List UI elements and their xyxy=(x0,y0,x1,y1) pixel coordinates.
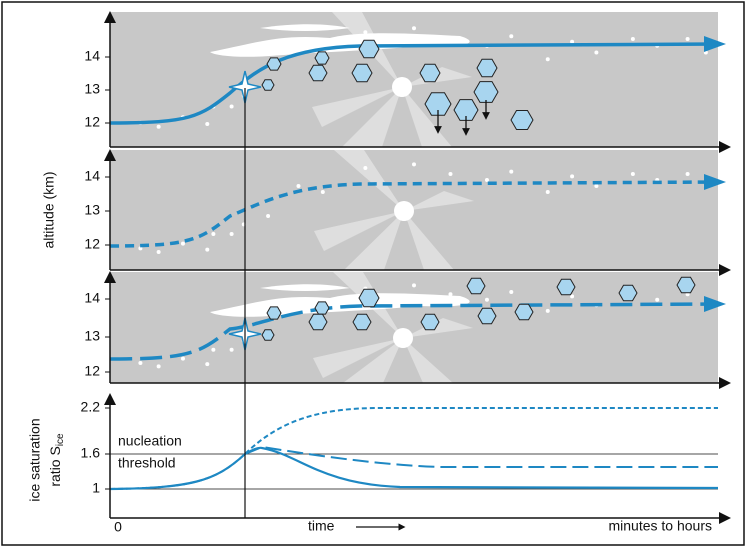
particle xyxy=(230,232,234,236)
particle xyxy=(412,283,416,287)
ice-crystal xyxy=(262,80,274,90)
y-tick-label: 2.2 xyxy=(81,399,101,415)
ice-crystal xyxy=(467,278,485,294)
particle xyxy=(157,364,161,368)
ice-crystal xyxy=(267,58,281,70)
ice-crystal xyxy=(359,289,379,306)
ice-crystal xyxy=(477,59,497,76)
particle xyxy=(211,232,215,236)
particle xyxy=(157,125,161,129)
ice-crystal xyxy=(677,277,695,293)
particle xyxy=(211,348,215,352)
particle xyxy=(296,184,300,188)
particle xyxy=(296,303,300,307)
ice-crystal xyxy=(420,64,440,81)
particle xyxy=(570,174,574,178)
ice-crystal xyxy=(557,279,575,295)
y-tick-label: 13 xyxy=(84,202,100,218)
ice-crystal xyxy=(359,40,379,57)
particle xyxy=(321,190,325,194)
threshold-text-1: nucleation xyxy=(118,433,182,449)
ice-crystal xyxy=(315,302,329,314)
altitude-label: altitude (km) xyxy=(41,171,57,248)
ice-crystal xyxy=(421,314,439,330)
particle xyxy=(412,162,416,166)
ice-crystal xyxy=(262,330,274,340)
ice-crystal xyxy=(309,314,327,330)
particle xyxy=(631,37,635,41)
y-tick-label: 13 xyxy=(84,81,100,97)
particle xyxy=(485,178,489,182)
ice-crystal xyxy=(315,52,329,64)
y-tick-label: 14 xyxy=(84,290,100,306)
y-tick-label: 12 xyxy=(84,236,100,252)
particle xyxy=(230,348,234,352)
s-label-main: ratio S xyxy=(47,446,63,486)
y-tick-label: 13 xyxy=(84,328,100,344)
ice-crystal xyxy=(511,111,533,130)
particle xyxy=(546,309,550,313)
threshold-text-2: threshold xyxy=(118,455,176,471)
particle xyxy=(412,26,416,30)
ice-crystal xyxy=(515,304,533,320)
particle xyxy=(594,184,598,188)
sun xyxy=(393,328,413,348)
panel-bg xyxy=(110,12,718,147)
y-tick-label: 14 xyxy=(84,168,100,184)
particle xyxy=(266,214,270,218)
particle xyxy=(485,298,489,302)
particle xyxy=(138,361,142,365)
particle xyxy=(363,30,367,34)
particle xyxy=(509,34,513,38)
ice-crystal xyxy=(352,64,372,81)
s-label-1: ice saturation xyxy=(27,418,43,501)
y-tick-label: 12 xyxy=(84,363,100,379)
particle xyxy=(546,57,550,61)
sun xyxy=(392,77,412,97)
particle xyxy=(655,298,659,302)
particle xyxy=(205,248,209,252)
ice-crystal xyxy=(353,314,371,330)
particle xyxy=(230,105,234,109)
ice-crystal xyxy=(478,308,496,324)
particle xyxy=(448,37,452,41)
ice-crystal xyxy=(267,307,281,319)
particle xyxy=(546,190,550,194)
particle xyxy=(363,166,367,170)
particle xyxy=(181,242,185,246)
s-label-sub: ice xyxy=(55,433,66,446)
particle xyxy=(509,290,513,294)
particle xyxy=(205,362,209,366)
particle xyxy=(448,292,452,296)
particle xyxy=(157,250,161,254)
panel-bg xyxy=(110,150,718,270)
sun xyxy=(394,201,414,221)
particle xyxy=(686,172,690,176)
x-label-right: minutes to hours xyxy=(609,518,713,534)
particle xyxy=(594,51,598,55)
y-tick-label: 12 xyxy=(84,114,100,130)
particle xyxy=(631,172,635,176)
y-tick-label: 1 xyxy=(92,480,100,496)
x-origin: 0 xyxy=(114,519,122,535)
particle xyxy=(205,122,209,126)
y-tick-label: 1.6 xyxy=(81,445,101,461)
particle xyxy=(181,357,185,361)
x-label: time xyxy=(308,518,335,534)
ice-crystal xyxy=(619,285,637,301)
y-tick-label: 14 xyxy=(84,48,100,64)
particle xyxy=(509,170,513,174)
particle xyxy=(686,37,690,41)
ice-crystal xyxy=(309,65,327,81)
particle xyxy=(448,172,452,176)
figure: 1413121413121413122.21.61 altitude (km) … xyxy=(0,0,747,548)
